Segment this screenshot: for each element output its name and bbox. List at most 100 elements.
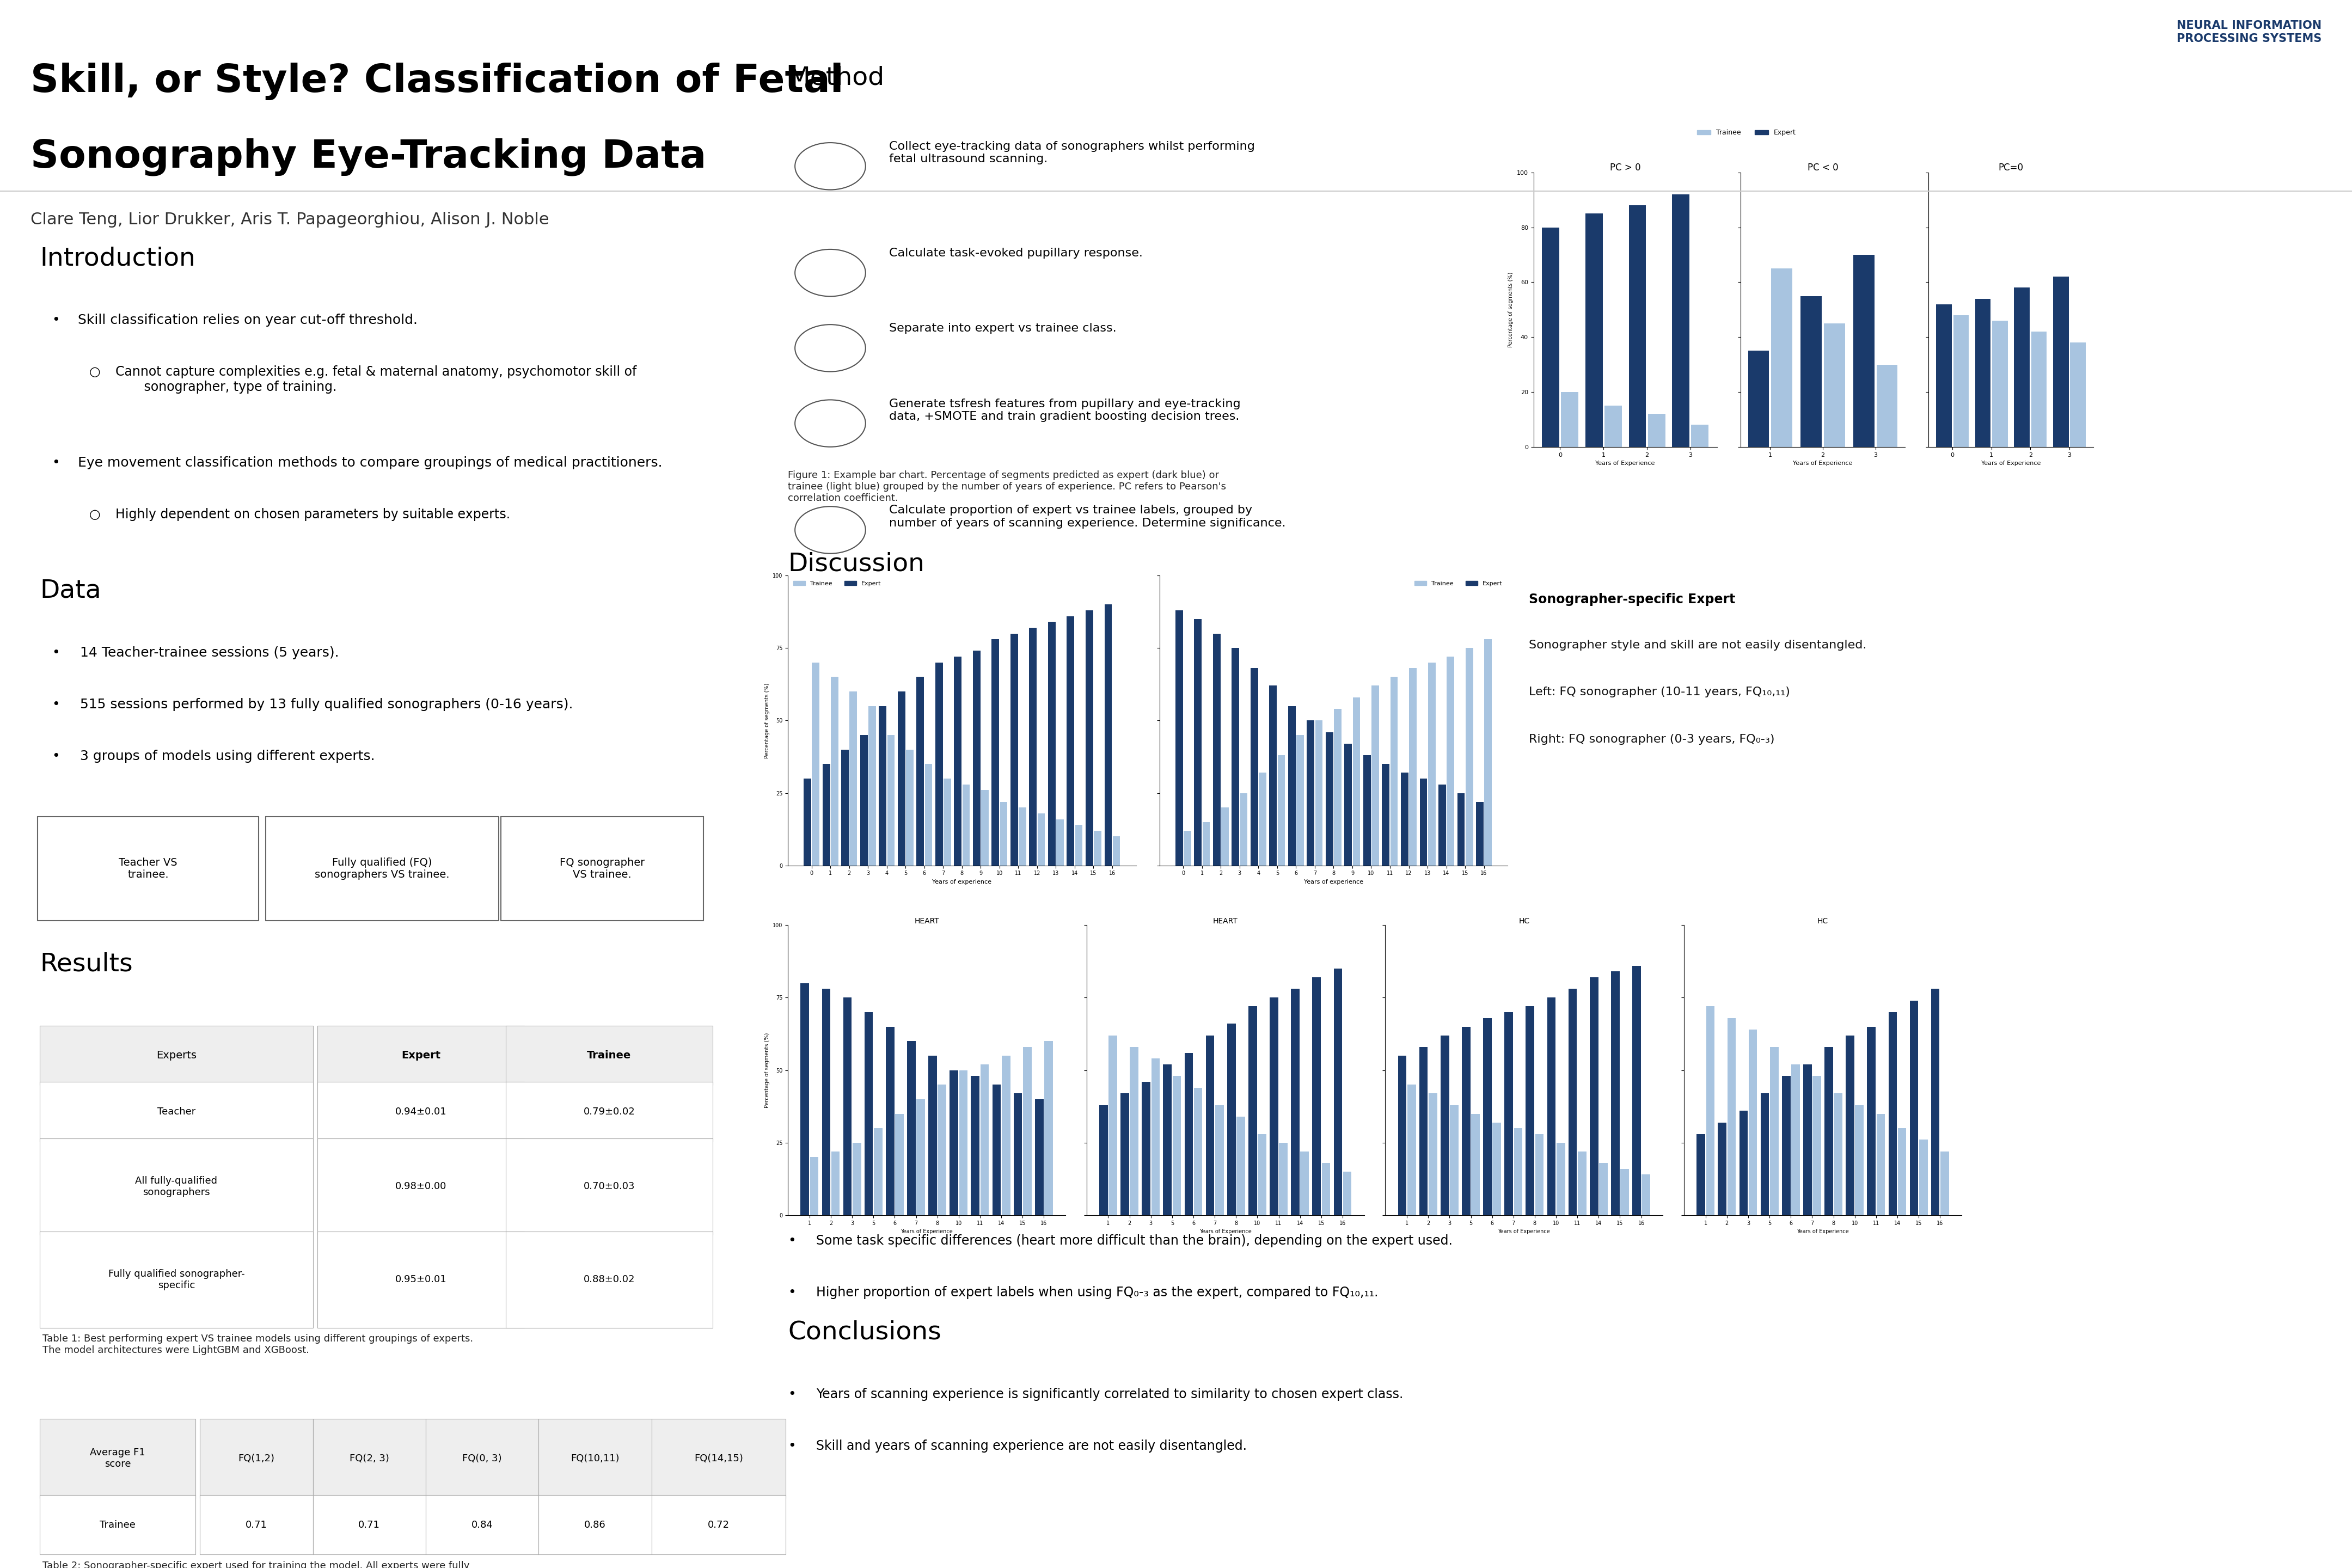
Bar	[1877, 1113, 1884, 1215]
Bar	[1936, 304, 1952, 447]
Bar	[943, 779, 950, 866]
Bar	[1477, 801, 1484, 866]
Bar	[1505, 1013, 1512, 1215]
Bar	[1952, 315, 1969, 447]
Title: HEART: HEART	[1214, 917, 1237, 925]
Bar	[1164, 1065, 1171, 1215]
Bar	[1397, 1055, 1406, 1215]
FancyBboxPatch shape	[313, 1419, 426, 1497]
FancyBboxPatch shape	[313, 1494, 426, 1554]
Bar	[1312, 977, 1322, 1215]
Bar	[1738, 1110, 1748, 1215]
Text: Teacher VS
trainee.: Teacher VS trainee.	[120, 858, 176, 880]
Text: Trainee: Trainee	[588, 1051, 630, 1060]
FancyBboxPatch shape	[318, 1231, 524, 1328]
Text: FQ(2, 3): FQ(2, 3)	[350, 1454, 388, 1463]
Bar	[1463, 1027, 1470, 1215]
Bar	[1931, 989, 1940, 1215]
Bar	[1315, 721, 1322, 866]
Text: Average F1
score: Average F1 score	[89, 1447, 146, 1469]
Text: 0.71: 0.71	[245, 1519, 268, 1530]
Text: Skill and years of scanning experience are not easily disentangled.: Skill and years of scanning experience a…	[816, 1439, 1247, 1452]
Bar	[1216, 1105, 1223, 1215]
Bar	[974, 651, 981, 866]
Bar	[1240, 793, 1247, 866]
Bar	[1277, 756, 1284, 866]
X-axis label: Years of Experience: Years of Experience	[1200, 1229, 1251, 1234]
Text: Right: FQ sonographer (0-3 years, FQ₀-₃): Right: FQ sonographer (0-3 years, FQ₀-₃)	[1529, 734, 1776, 745]
Bar	[981, 790, 988, 866]
Text: Introduction: Introduction	[40, 246, 195, 271]
Bar	[1183, 831, 1190, 866]
Bar	[1771, 268, 1792, 447]
Bar	[906, 750, 913, 866]
Bar	[809, 1157, 818, 1215]
Bar	[1919, 1140, 1929, 1215]
Bar	[2013, 289, 2030, 447]
Bar	[1611, 972, 1621, 1215]
Bar	[1150, 1058, 1160, 1215]
Text: FQ(1,2): FQ(1,2)	[238, 1454, 275, 1463]
Bar	[823, 764, 830, 866]
Bar	[1621, 1168, 1630, 1215]
FancyBboxPatch shape	[539, 1494, 652, 1554]
Bar	[1049, 622, 1056, 866]
Bar	[1075, 825, 1082, 866]
Bar	[1458, 793, 1465, 866]
Bar	[1802, 296, 1823, 447]
Bar	[1825, 1047, 1832, 1215]
Bar	[1270, 997, 1277, 1215]
Bar	[2032, 332, 2046, 447]
Bar	[1296, 735, 1303, 866]
Y-axis label: Percentage of segments (%): Percentage of segments (%)	[1508, 271, 1515, 348]
Bar	[1301, 1151, 1310, 1215]
Bar	[1023, 1047, 1033, 1215]
FancyBboxPatch shape	[318, 1025, 524, 1085]
Bar	[1439, 784, 1446, 866]
Bar	[1548, 997, 1555, 1215]
Text: •: •	[52, 646, 59, 659]
Bar	[2053, 276, 2070, 447]
Text: Fully qualified (FQ)
sonographers VS trainee.: Fully qualified (FQ) sonographers VS tra…	[315, 858, 449, 880]
Bar	[1465, 648, 1472, 866]
FancyBboxPatch shape	[40, 1082, 313, 1142]
Text: Clare Teng, Lior Drukker, Aris T. Papageorghiou, Alison J. Noble: Clare Teng, Lior Drukker, Aris T. Papage…	[31, 212, 550, 227]
Bar	[1322, 1163, 1331, 1215]
Bar	[1037, 814, 1044, 866]
Bar	[1289, 706, 1296, 866]
Text: 515 sessions performed by 13 fully qualified sonographers (0-16 years).: 515 sessions performed by 13 fully quali…	[80, 698, 574, 710]
Bar	[1823, 323, 1844, 447]
Text: Sonographer style and skill are not easily disentangled.: Sonographer style and skill are not easi…	[1529, 640, 1867, 651]
Bar	[1604, 406, 1623, 447]
Bar	[1094, 831, 1101, 866]
Text: Method: Method	[788, 66, 884, 91]
Bar	[1279, 1143, 1287, 1215]
FancyBboxPatch shape	[318, 1138, 524, 1234]
Bar	[1910, 1000, 1919, 1215]
Bar	[1129, 1047, 1138, 1215]
Text: 0.94±0.01: 0.94±0.01	[395, 1107, 447, 1116]
Bar	[1334, 969, 1343, 1215]
X-axis label: Years of experience: Years of experience	[1303, 880, 1364, 884]
FancyBboxPatch shape	[426, 1494, 539, 1554]
Text: FQ sonographer
VS trainee.: FQ sonographer VS trainee.	[560, 858, 644, 880]
Bar	[1569, 989, 1576, 1215]
Bar	[1195, 619, 1202, 866]
Bar	[1748, 351, 1769, 447]
Bar	[1383, 764, 1390, 866]
Text: Expert: Expert	[402, 1051, 440, 1060]
Bar	[1783, 1076, 1790, 1215]
Bar	[868, 706, 875, 866]
Bar	[1889, 1013, 1898, 1215]
Bar	[1421, 779, 1428, 866]
Bar	[1898, 1129, 1907, 1215]
Bar	[1672, 194, 1689, 447]
Bar	[1402, 773, 1409, 866]
Bar	[950, 1069, 957, 1215]
Text: 0.71: 0.71	[358, 1519, 381, 1530]
Bar	[1599, 1163, 1609, 1215]
Bar	[929, 1055, 936, 1215]
Bar	[896, 1113, 903, 1215]
Bar	[1098, 1105, 1108, 1215]
Bar	[1590, 977, 1599, 1215]
